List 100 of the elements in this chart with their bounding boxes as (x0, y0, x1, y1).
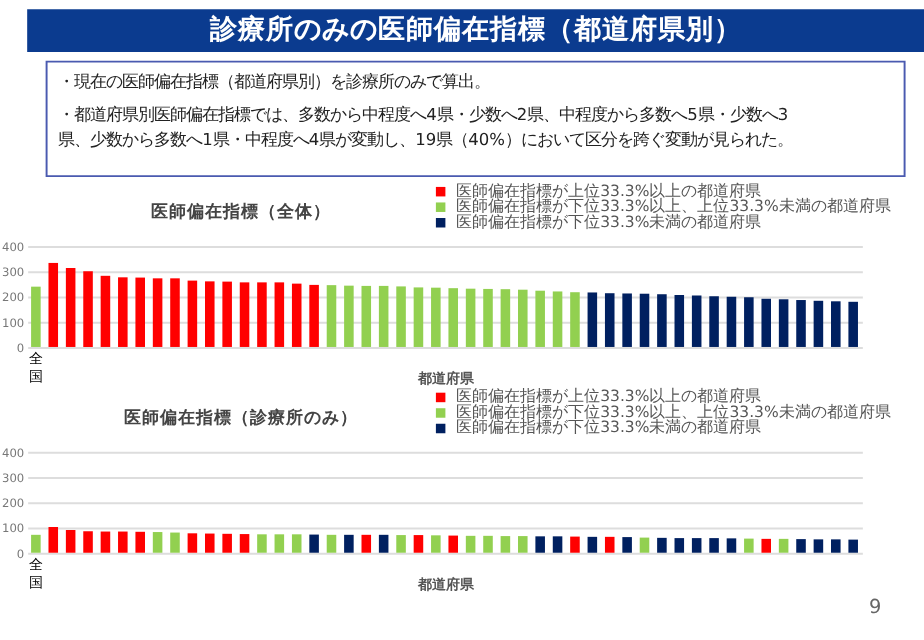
bar (796, 300, 806, 347)
bar (100, 531, 111, 553)
bar (831, 539, 841, 553)
bar (257, 282, 267, 347)
bar (152, 532, 163, 553)
bar (239, 282, 250, 347)
bar (222, 281, 232, 347)
bar (31, 286, 41, 347)
bar (291, 283, 302, 347)
bar (135, 531, 145, 553)
bar (848, 539, 858, 553)
bar (135, 277, 145, 347)
bar (344, 534, 354, 553)
bar (239, 534, 250, 553)
text: 診療所のみの医師偏在指標（都道府県別） (207, 12, 742, 47)
bar (187, 533, 198, 553)
bar (691, 538, 702, 553)
bar (431, 535, 441, 553)
bar (778, 538, 789, 553)
bar (831, 301, 841, 347)
bar (326, 534, 337, 553)
bar (396, 535, 406, 553)
text: ・都道府県別医師偏在指標では、多数から中程度へ4県・少数へ2県、中程度から多数へ5県・少数へ3県、少数から多数へ1県・中程度へ4県が変動し、19県（40%）において区分を跨ぐ変動が見られた。 (58, 103, 793, 150)
chart-title: 医師偏在指標（診療所のみ） (123, 406, 358, 429)
bar (448, 535, 459, 553)
bar (204, 533, 215, 553)
bar (170, 532, 180, 553)
bar (657, 537, 667, 553)
legend-label: 医師偏在指標が下位33.3%以上、上位33.3%未満の都道府県 (456, 402, 891, 421)
bar (709, 538, 719, 553)
bar (31, 534, 41, 553)
bar (587, 536, 598, 553)
bar (657, 294, 667, 347)
bar (518, 289, 528, 347)
bar (744, 297, 754, 347)
bar (726, 296, 737, 347)
bar (604, 293, 615, 347)
bar (483, 288, 493, 347)
bar (431, 287, 441, 347)
bar (187, 280, 198, 347)
legend-label: 医師偏在指標が下位33.3%以上、上位33.3%未満の都道府県 (456, 197, 891, 216)
bar (552, 536, 563, 553)
bar (622, 293, 632, 347)
bar (378, 285, 389, 347)
bar (413, 287, 424, 347)
bar (709, 296, 719, 347)
bar (83, 531, 93, 553)
bar (674, 538, 685, 553)
legend-label: 医師偏在指標が下位33.3%未満の都道府県 (456, 418, 762, 437)
bar (587, 292, 598, 347)
bar (204, 281, 215, 347)
bar (65, 267, 76, 347)
bar (378, 534, 389, 553)
bar (500, 289, 511, 347)
bar (639, 537, 650, 553)
bar (483, 535, 493, 553)
bar (500, 536, 511, 553)
bar (744, 538, 754, 553)
bar (309, 534, 319, 553)
bar (552, 291, 563, 347)
bar (65, 530, 76, 553)
bar (326, 285, 337, 347)
bar (535, 536, 545, 553)
bar (83, 271, 93, 347)
bar (448, 288, 459, 347)
chart-title: 医師偏在指標（全体） (150, 200, 331, 223)
text: 9 (868, 596, 882, 619)
bar (48, 262, 59, 347)
bar (274, 534, 285, 553)
bar (535, 290, 545, 347)
bar (813, 300, 824, 347)
bar (796, 539, 806, 553)
bar (691, 295, 702, 347)
bar (726, 538, 737, 553)
bar (361, 285, 372, 347)
bar (465, 535, 476, 553)
bar (291, 534, 302, 553)
bar (813, 539, 824, 553)
legend-label: 医師偏在指標が上位33.3%以上の都道府県 (456, 387, 762, 406)
bar (396, 286, 406, 347)
bar (570, 536, 580, 553)
bar (604, 536, 615, 553)
bar (518, 536, 528, 553)
bar (344, 285, 354, 347)
bar (465, 288, 476, 347)
bar (48, 527, 59, 553)
bar (222, 533, 232, 553)
bar (622, 537, 632, 553)
bar (848, 301, 858, 347)
bar (674, 294, 685, 347)
legend-label: 医師偏在指標が上位33.3%以上の都道府県 (456, 181, 762, 200)
legend-label: 医師偏在指標が下位33.3%未満の都道府県 (456, 212, 762, 231)
bar (274, 282, 285, 347)
bar (639, 293, 650, 347)
bar (152, 278, 163, 347)
bar (257, 534, 267, 553)
bar (118, 277, 128, 347)
bar (100, 275, 111, 347)
bar (570, 292, 580, 347)
bar (118, 531, 128, 553)
